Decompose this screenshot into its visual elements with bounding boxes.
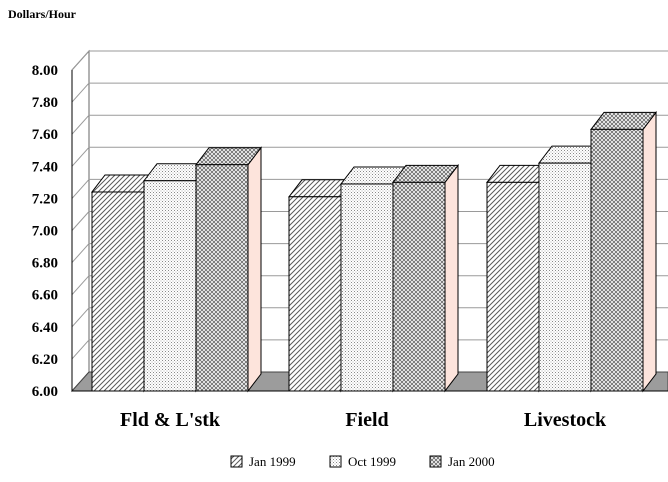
bar [486, 181, 540, 392]
gridline-side [71, 275, 90, 296]
bar-side [444, 163, 459, 393]
gridline-side [71, 50, 90, 71]
y-tick-label: 7.40 [32, 159, 58, 175]
legend-item: Jan 2000 [429, 454, 495, 469]
y-tick-label: 7.80 [32, 95, 58, 111]
y-tick-label: 7.00 [32, 224, 58, 240]
y-tick-label: 6.00 [32, 384, 58, 400]
legend-label: Jan 1999 [249, 454, 296, 469]
y-tick-label: 7.20 [32, 191, 58, 207]
y-tick-label: 8.00 [32, 63, 58, 79]
gridline-side [71, 339, 90, 360]
bar [195, 164, 249, 392]
legend-label: Jan 2000 [448, 454, 495, 469]
y-tick-label: 6.80 [32, 256, 58, 272]
gridline-side [71, 146, 90, 167]
gridline-side [71, 179, 90, 199]
bar-group-2 [485, 110, 658, 393]
y-tick-label: 6.60 [32, 288, 58, 304]
legend-swatch [429, 455, 442, 468]
y-tick-label: 7.60 [32, 127, 58, 143]
y-tick-label: 6.20 [32, 352, 58, 368]
y-axis-unit-label: Dollars/Hour [8, 7, 76, 21]
x-axis: Fld & L'stk Field Livestock [120, 409, 607, 431]
bar-side [247, 146, 262, 393]
gridline-side [71, 211, 90, 231]
category-label: Field [345, 409, 388, 431]
legend-label: Oct 1999 [348, 454, 396, 469]
bar [91, 191, 145, 392]
bar [288, 196, 342, 392]
legend-item: Jan 1999 [230, 454, 296, 469]
bar [392, 181, 446, 392]
bar-group-0 [90, 146, 263, 393]
bar-side [642, 110, 657, 393]
bar-group-1 [287, 163, 460, 393]
bar-series-group [90, 110, 658, 393]
gridline-side [71, 114, 90, 135]
gridline-side [71, 307, 90, 328]
bar [143, 180, 197, 392]
y-tick-label: 6.40 [32, 320, 58, 336]
legend-swatch [329, 455, 342, 468]
legend: Jan 1999 Oct 1999 Jan 2000 [230, 454, 495, 469]
legend-item: Oct 1999 [329, 454, 396, 469]
bar [340, 183, 394, 392]
bar [538, 162, 592, 392]
bar [590, 128, 644, 392]
gridline-side [71, 243, 90, 263]
category-label: Livestock [524, 409, 607, 431]
category-label: Fld & L'stk [120, 409, 221, 431]
legend-swatch [230, 455, 243, 468]
gridline-side [71, 82, 90, 103]
